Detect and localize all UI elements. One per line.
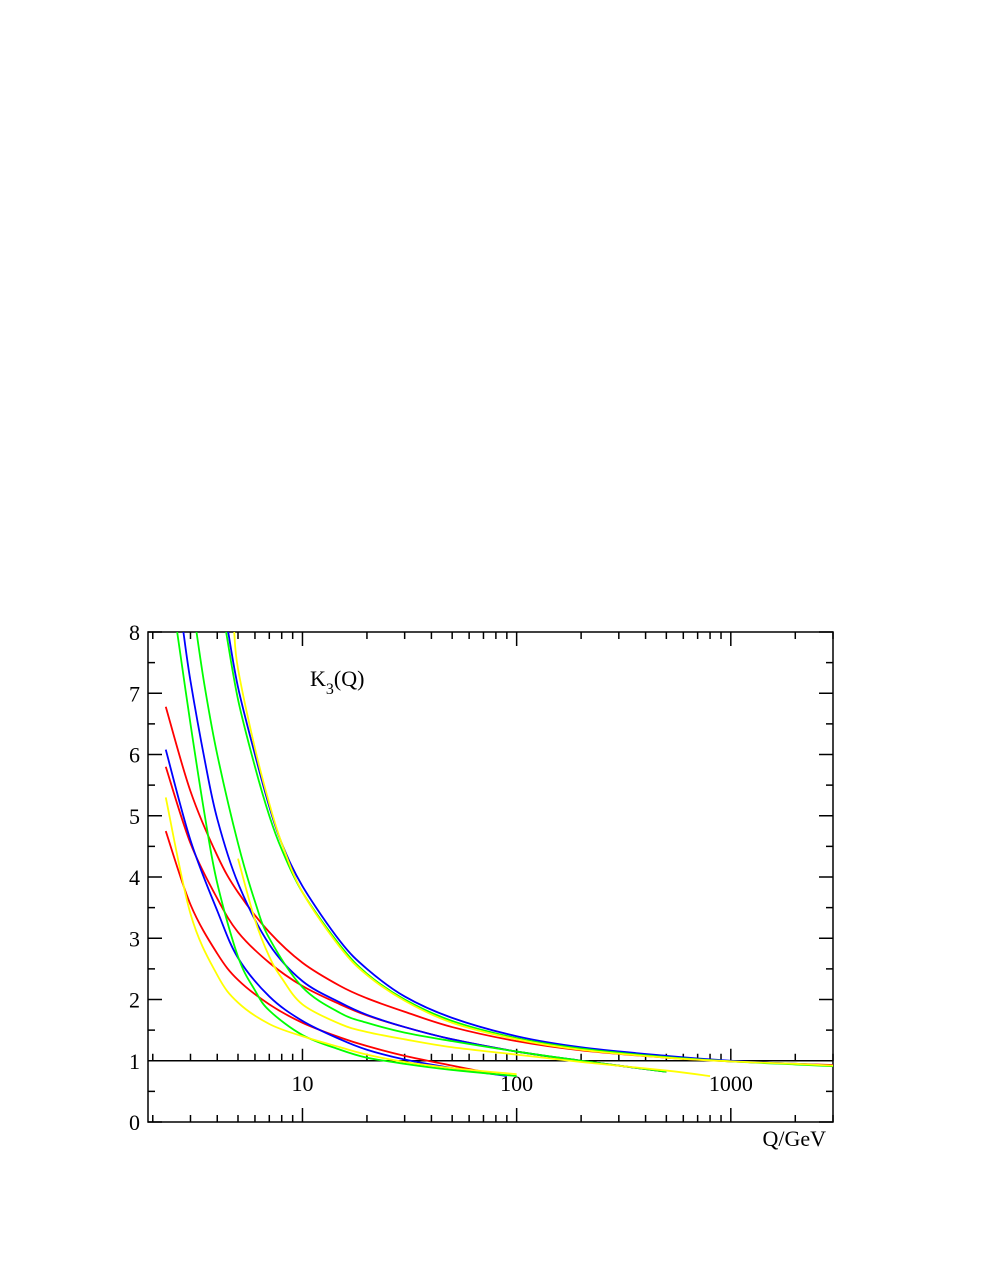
axis-ticks [148,631,834,1123]
y-tick-label: 6 [129,743,140,768]
series-line-11 [233,632,833,1067]
series-line-4 [164,749,507,1077]
annotation-main: K [310,666,326,691]
series-line-2 [164,766,667,1073]
annotation-sub: 3 [326,681,334,698]
series-line-12 [237,858,711,1077]
y-tick-label: 7 [129,681,140,706]
y-tick-label: 4 [129,865,140,890]
y-tick-label: 1 [129,1049,140,1074]
series-group [164,632,833,1077]
series-line-5 [182,632,667,1073]
chart-annotation: K3(Q) [310,666,364,698]
x-tick-labels: 10 100 1000 [291,1071,752,1096]
y-tick-label: 3 [129,926,140,951]
series-line-3 [164,830,497,1076]
series-line-7 [176,632,517,1077]
series-line-10 [164,797,517,1076]
x-tick-label: 10 [291,1071,313,1096]
y-tick-label: 5 [129,804,140,829]
x-axis-label: Q/GeV [762,1126,826,1151]
annotation-suffix: (Q) [334,666,365,691]
y-tick-labels: 0 1 2 3 4 5 6 7 8 [129,620,140,1135]
y-tick-label: 2 [129,988,140,1013]
series-line-8 [195,632,667,1073]
x-tick-label: 1000 [709,1071,753,1096]
series-line-1 [164,706,833,1066]
series-line-9 [225,632,833,1068]
plot-frame [147,631,834,1123]
y-tick-label: 8 [129,620,140,645]
y-tick-label: 0 [129,1110,140,1135]
